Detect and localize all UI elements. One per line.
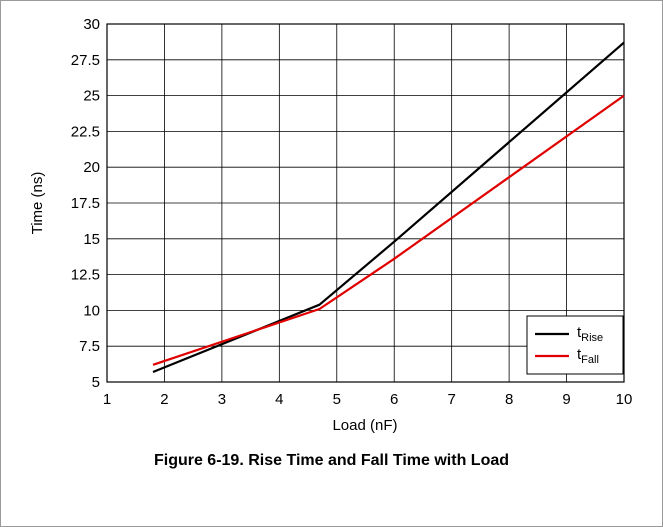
legend-label-sub: Rise: [581, 332, 603, 344]
legend-label-main: t: [577, 324, 582, 341]
y-tick-label: 5: [92, 374, 100, 391]
x-axis-ticks: 1 2 3 4 5 6 7 8 9 10: [103, 391, 633, 408]
legend-label-sub: Fall: [581, 354, 599, 366]
legend-label: tRise: [577, 324, 603, 344]
x-tick-label: 5: [333, 391, 341, 408]
x-tick-label: 8: [505, 391, 513, 408]
y-axis-label: Time (ns): [29, 172, 46, 235]
x-tick-label: 1: [103, 391, 111, 408]
plot-area: [106, 23, 625, 383]
x-tick-label: 6: [390, 391, 398, 408]
y-tick-label: 12.5: [71, 267, 100, 284]
y-tick-label: 15: [83, 231, 100, 248]
x-tick-label: 4: [275, 391, 283, 408]
legend-label: tFall: [577, 346, 599, 366]
x-tick-label: 10: [616, 391, 633, 408]
y-tick-label: 20: [83, 159, 100, 176]
series-lines: [152, 41, 625, 374]
y-tick-label: 27.5: [71, 52, 100, 69]
y-tick-label: 7.5: [79, 338, 100, 355]
y-tick-label: 17.5: [71, 195, 100, 212]
series-line-tfall: [152, 94, 625, 366]
series-line-trise: [152, 41, 625, 374]
figure-caption: Figure 6-19. Rise Time and Fall Time wit…: [153, 452, 510, 469]
y-tick-label: 25: [83, 88, 100, 105]
y-tick-label: 22.5: [71, 123, 100, 140]
y-axis-ticks: 5 7.5 10 12.5 15 17.5 20 22.5 25 27.5 30: [71, 16, 100, 391]
x-axis-label: Load (nF): [332, 417, 397, 434]
legend-label-main: t: [577, 346, 582, 363]
x-tick-label: 7: [447, 391, 455, 408]
y-tick-label: 10: [83, 302, 100, 319]
x-tick-label: 9: [562, 391, 570, 408]
x-tick-label: 3: [218, 391, 226, 408]
x-tick-label: 2: [160, 391, 168, 408]
legend-box: [526, 315, 624, 375]
y-tick-label: 30: [83, 16, 100, 33]
